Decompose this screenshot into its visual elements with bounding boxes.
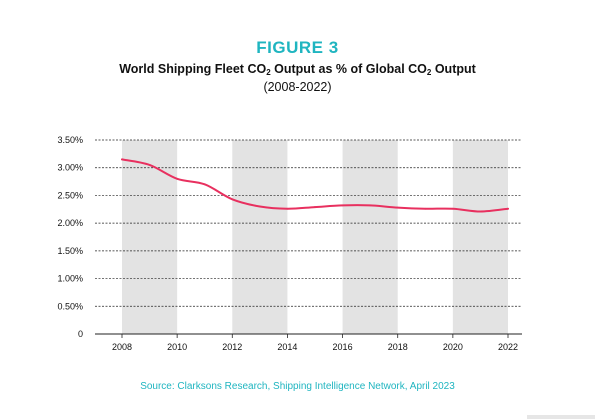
chart-title-part: Output as % of Global CO bbox=[270, 62, 427, 76]
data-point bbox=[148, 164, 151, 166]
chart-title-part: Output bbox=[431, 62, 476, 76]
chart-subtitle: (2008-2022) bbox=[263, 80, 332, 94]
y-tick-label: 2.50% bbox=[57, 190, 83, 200]
chart-title-part: World Shipping Fleet CO bbox=[119, 62, 267, 76]
y-tick-label: 0.50% bbox=[57, 301, 83, 311]
source-note: Source: Clarksons Research, Shipping Int… bbox=[140, 381, 455, 392]
axes: 0 0.50% 1.00% 1.50% 2.00% 2.50% 3.00% 3.50% 2008… bbox=[57, 135, 518, 352]
x-tick-label: 2008 bbox=[112, 342, 132, 352]
data-point bbox=[286, 207, 289, 210]
shaded-band bbox=[342, 140, 398, 334]
data-point bbox=[176, 177, 179, 180]
data-point bbox=[507, 207, 509, 210]
gridlines bbox=[95, 139, 522, 335]
data-point bbox=[396, 206, 399, 209]
data-point bbox=[424, 207, 427, 210]
x-tick-label: 2016 bbox=[333, 342, 353, 352]
y-tick-label: 3.00% bbox=[57, 163, 83, 173]
chart-title-subscript: 2 bbox=[266, 68, 271, 77]
shaded-bands bbox=[122, 140, 508, 334]
x-tick-label: 2010 bbox=[167, 342, 187, 352]
data-point bbox=[121, 158, 123, 161]
chart-title: World Shipping Fleet CO2 Output as % of … bbox=[0, 62, 595, 77]
data-point bbox=[369, 204, 372, 207]
data-point bbox=[479, 210, 482, 213]
series-layer bbox=[121, 158, 509, 213]
x-tick-label: 2014 bbox=[277, 342, 297, 352]
series-line bbox=[121, 158, 509, 213]
data-point bbox=[203, 183, 206, 186]
data-point bbox=[258, 205, 261, 208]
chart-title-subscript: 2 bbox=[426, 68, 432, 77]
data-point bbox=[341, 204, 344, 207]
y-tick-label: 0 bbox=[78, 329, 83, 339]
data-point bbox=[451, 207, 454, 210]
shaded-band bbox=[122, 140, 178, 334]
x-tick-label: 2020 bbox=[443, 342, 463, 352]
figure-label: FIGURE 3 bbox=[256, 38, 339, 57]
x-tick-label: 2018 bbox=[388, 342, 408, 352]
y-tick-label: 2.00% bbox=[57, 218, 83, 228]
data-point bbox=[314, 206, 316, 208]
y-tick-label: 3.50% bbox=[57, 135, 83, 145]
shaded-band bbox=[232, 140, 288, 334]
data-point bbox=[231, 198, 234, 201]
page-corner-decoration bbox=[527, 415, 595, 419]
shaded-band bbox=[452, 140, 508, 334]
x-tick-label: 2012 bbox=[222, 342, 242, 352]
y-tick-label: 1.50% bbox=[57, 246, 83, 256]
x-tick-label: 2022 bbox=[498, 342, 518, 352]
y-tick-label: 1.00% bbox=[57, 274, 83, 284]
